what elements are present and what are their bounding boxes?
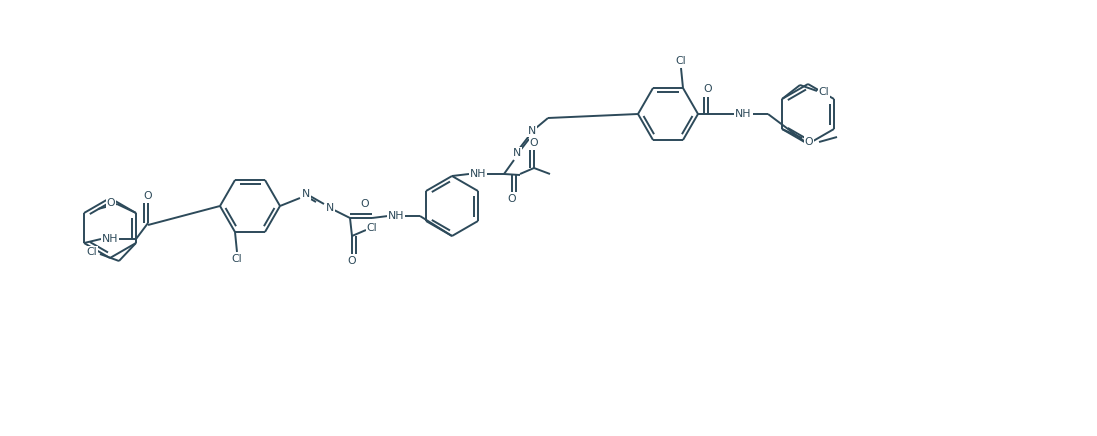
Text: O: O <box>144 191 152 201</box>
Text: Cl: Cl <box>87 247 98 257</box>
Text: Cl: Cl <box>366 223 377 233</box>
Text: O: O <box>361 199 370 209</box>
Text: O: O <box>508 194 517 204</box>
Text: N: N <box>528 126 536 136</box>
Text: NH: NH <box>735 109 751 119</box>
Text: O: O <box>530 138 539 148</box>
Text: O: O <box>348 256 357 266</box>
Text: N: N <box>513 148 521 158</box>
Text: N: N <box>326 203 335 213</box>
Text: NH: NH <box>470 169 486 179</box>
Text: O: O <box>703 84 712 94</box>
Text: NH: NH <box>102 234 118 244</box>
Text: N: N <box>302 189 310 199</box>
Text: NH: NH <box>387 211 405 221</box>
Text: O: O <box>106 198 115 208</box>
Text: Cl: Cl <box>676 56 687 66</box>
Text: Cl: Cl <box>231 254 242 264</box>
Text: Cl: Cl <box>818 87 829 97</box>
Text: O: O <box>805 137 813 147</box>
